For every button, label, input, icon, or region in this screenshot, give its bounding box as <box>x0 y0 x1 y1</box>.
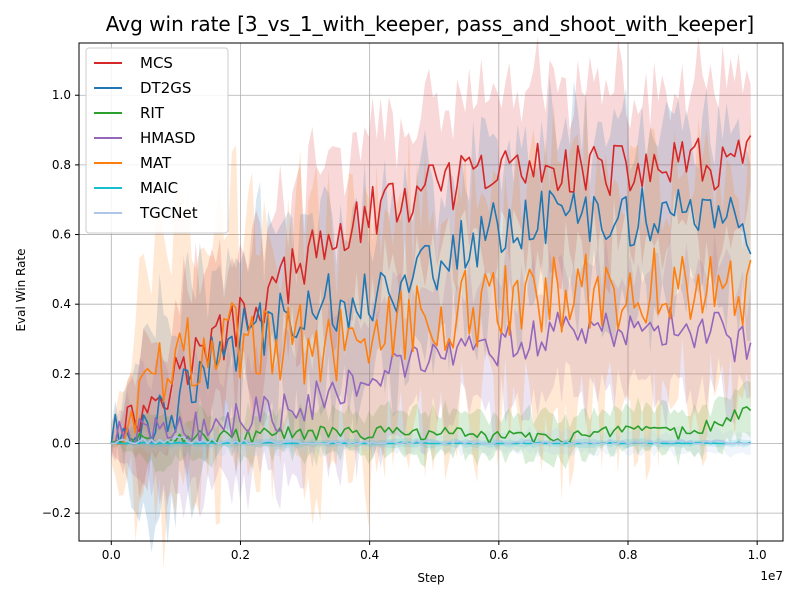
legend-label-HMASD: HMASD <box>140 129 196 147</box>
y-tick-label-4: 0.6 <box>52 228 71 242</box>
y-tick-label-5: 0.8 <box>52 158 71 172</box>
band-HMASD <box>111 233 751 519</box>
series-line-RIT <box>110 406 752 445</box>
chart-title: Avg win rate [3_vs_1_with_keeper, pass_a… <box>106 12 754 36</box>
series-lines <box>110 135 752 445</box>
series-line-MAT <box>111 247 752 445</box>
x-tick-label-0: 0.0 <box>102 548 121 562</box>
legend-label-MCS: MCS <box>140 54 173 72</box>
y-axis-ticks: −0.2 0.0 0.2 0.4 0.6 0.8 1.0 <box>42 88 79 520</box>
band-MAT <box>111 90 751 569</box>
y-tick-label-2: 0.2 <box>52 367 71 381</box>
x-tick-label-2: 0.4 <box>360 548 379 562</box>
x-axis-offset-label: 1e7 <box>760 569 783 583</box>
x-tick-label-3: 0.6 <box>489 548 508 562</box>
legend-label-RIT: RIT <box>140 104 165 122</box>
band-RIT <box>111 380 751 473</box>
y-tick-label-6: 1.0 <box>52 88 71 102</box>
y-tick-label-1: 0.0 <box>52 436 71 450</box>
x-tick-label-1: 0.2 <box>231 548 250 562</box>
band-DT2GS <box>111 76 751 554</box>
x-axis-ticks: 0.0 0.2 0.4 0.6 0.8 1.0 <box>102 541 767 562</box>
legend-label-MAIC: MAIC <box>140 179 178 197</box>
legend: MCS DT2GS RIT HMASD MAT MAIC TGCNet <box>85 47 229 234</box>
y-axis-label: Eval Win Rate <box>14 248 28 331</box>
x-tick-label-4: 0.8 <box>618 548 637 562</box>
series-line-TGCNet <box>111 435 751 445</box>
series-line-MCS <box>111 135 752 445</box>
x-tick-label-5: 1.0 <box>748 548 767 562</box>
legend-label-MAT: MAT <box>140 154 172 172</box>
series-line-DT2GS <box>110 187 752 445</box>
x-axis-label: Step <box>417 571 444 585</box>
axes-frame <box>78 42 784 542</box>
legend-label-TGCNet: TGCNet <box>139 204 198 222</box>
series-line-HMASD <box>111 306 752 445</box>
y-tick-label-3: 0.4 <box>52 297 71 311</box>
legend-box <box>85 47 229 234</box>
legend-label-DT2GS: DT2GS <box>140 79 191 97</box>
y-tick-label-0: −0.2 <box>42 506 71 520</box>
axes-border <box>78 42 784 542</box>
